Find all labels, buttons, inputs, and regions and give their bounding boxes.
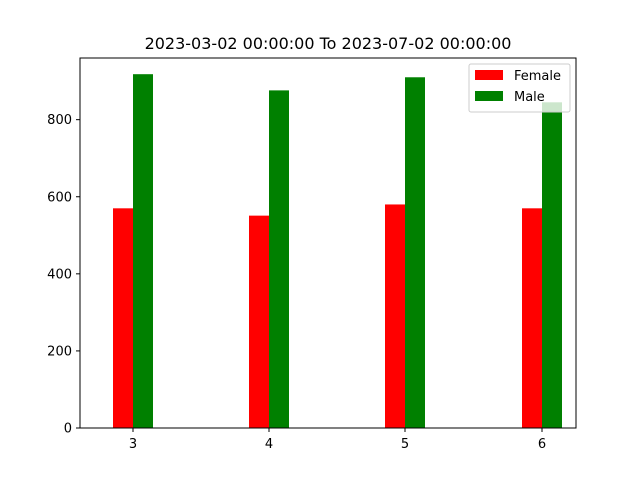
y-tick-label: 200 bbox=[47, 344, 72, 359]
bar-female-4 bbox=[249, 215, 269, 428]
x-tick-label: 6 bbox=[538, 437, 546, 452]
legend: Female Male bbox=[468, 63, 571, 113]
y-tick-label: 800 bbox=[47, 113, 72, 128]
plot-frame bbox=[79, 57, 577, 429]
bar-female-6 bbox=[522, 208, 542, 428]
legend-label-male: Male bbox=[514, 90, 545, 105]
legend-swatch-female bbox=[475, 70, 503, 80]
legend-swatch-male bbox=[475, 91, 503, 101]
legend-label-female: Female bbox=[514, 69, 561, 84]
chart-title: 2023-03-02 00:00:00 To 2023-07-02 00:00:… bbox=[145, 34, 512, 53]
y-tick-label: 400 bbox=[47, 267, 72, 282]
bar-male-5 bbox=[405, 77, 425, 428]
bar-male-6 bbox=[542, 102, 562, 429]
x-axis-ticks: 3 4 5 6 bbox=[129, 428, 546, 452]
bars-group bbox=[113, 74, 562, 429]
y-tick-label: 600 bbox=[47, 190, 72, 205]
y-tick-label: 0 bbox=[64, 422, 72, 437]
bar-male-3 bbox=[133, 74, 153, 428]
x-tick-label: 3 bbox=[129, 437, 137, 452]
x-tick-label: 4 bbox=[265, 437, 273, 452]
bar-male-4 bbox=[269, 90, 289, 428]
x-tick-label: 5 bbox=[401, 437, 409, 452]
y-axis-ticks: 0 200 400 600 800 bbox=[47, 113, 80, 437]
bar-female-3 bbox=[113, 208, 133, 428]
bar-female-5 bbox=[385, 204, 405, 428]
